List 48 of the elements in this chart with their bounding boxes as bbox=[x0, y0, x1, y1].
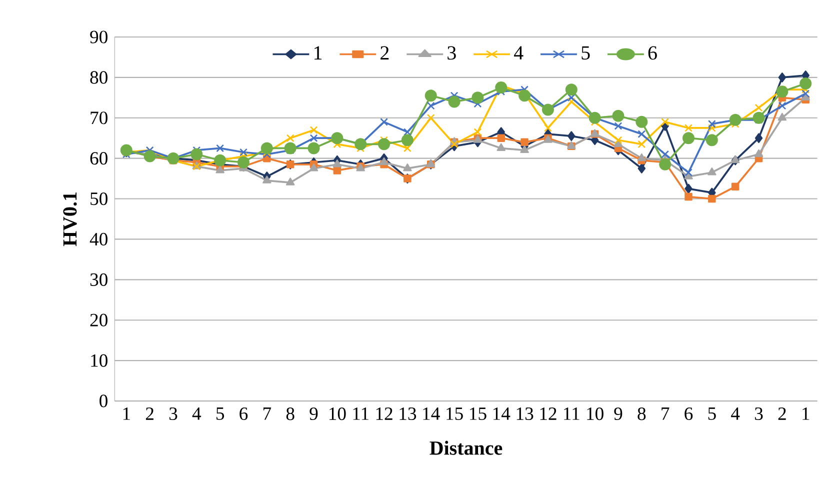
y-axis-title: HV0.1 bbox=[63, 192, 77, 246]
x-tick-label: 15 bbox=[446, 407, 463, 420]
x-tick-label: 7 bbox=[662, 407, 670, 420]
x-tick-label: 10 bbox=[329, 407, 346, 420]
x-axis-title: Distance bbox=[430, 440, 502, 455]
x-tick-label: 4 bbox=[192, 407, 202, 420]
x-tick-label: 6 bbox=[684, 407, 693, 420]
y-tick-label: 20 bbox=[90, 314, 108, 326]
x-tick-label: 5 bbox=[216, 407, 224, 420]
x-tick-label: 8 bbox=[286, 407, 294, 420]
legend-label: 3 bbox=[448, 46, 456, 60]
legend-label: 4 bbox=[514, 46, 524, 60]
x-tick-label: 10 bbox=[587, 407, 604, 420]
legend-label: 1 bbox=[314, 46, 322, 60]
x-tick-label: 7 bbox=[263, 407, 272, 420]
x-tick-label: 5 bbox=[708, 407, 716, 420]
y-tick-label: 70 bbox=[90, 112, 108, 124]
x-tick-label: 3 bbox=[755, 407, 763, 420]
legend-label: 6 bbox=[648, 46, 657, 60]
x-tick-label: 12 bbox=[376, 407, 392, 420]
x-tick-label: 4 bbox=[731, 407, 740, 420]
y-tick-label: 80 bbox=[90, 71, 108, 84]
x-tick-label: 9 bbox=[310, 407, 318, 420]
x-tick-label: 13 bbox=[400, 407, 416, 420]
y-tick-label: 30 bbox=[90, 273, 108, 286]
legend-label: 5 bbox=[582, 46, 590, 60]
y-tick-label: 60 bbox=[90, 152, 108, 165]
x-tick-label: 6 bbox=[240, 407, 248, 420]
x-tick-label: 2 bbox=[778, 407, 786, 420]
x-tick-label: 9 bbox=[614, 407, 622, 420]
x-tick-label: 15 bbox=[470, 407, 486, 420]
x-tick-label: 3 bbox=[169, 407, 178, 420]
x-tick-label: 14 bbox=[423, 407, 440, 420]
x-tick-label: 2 bbox=[146, 407, 154, 420]
y-tick-label: 0 bbox=[100, 394, 108, 408]
x-tick-label: 8 bbox=[638, 407, 646, 420]
x-tick-label: 11 bbox=[353, 407, 368, 420]
x-tick-label: 13 bbox=[516, 407, 534, 420]
y-tick-label: 40 bbox=[90, 232, 108, 246]
legend-label: 2 bbox=[380, 46, 389, 60]
y-tick-label: 90 bbox=[90, 30, 108, 44]
x-tick-label: 11 bbox=[564, 407, 580, 420]
y-tick-label: 50 bbox=[90, 192, 108, 206]
x-tick-label: 14 bbox=[493, 407, 510, 420]
x-tick-label: 1 bbox=[802, 407, 810, 420]
x-tick-label: 1 bbox=[123, 407, 130, 420]
x-tick-label: 12 bbox=[540, 407, 556, 420]
y-tick-label: 10 bbox=[91, 354, 108, 367]
